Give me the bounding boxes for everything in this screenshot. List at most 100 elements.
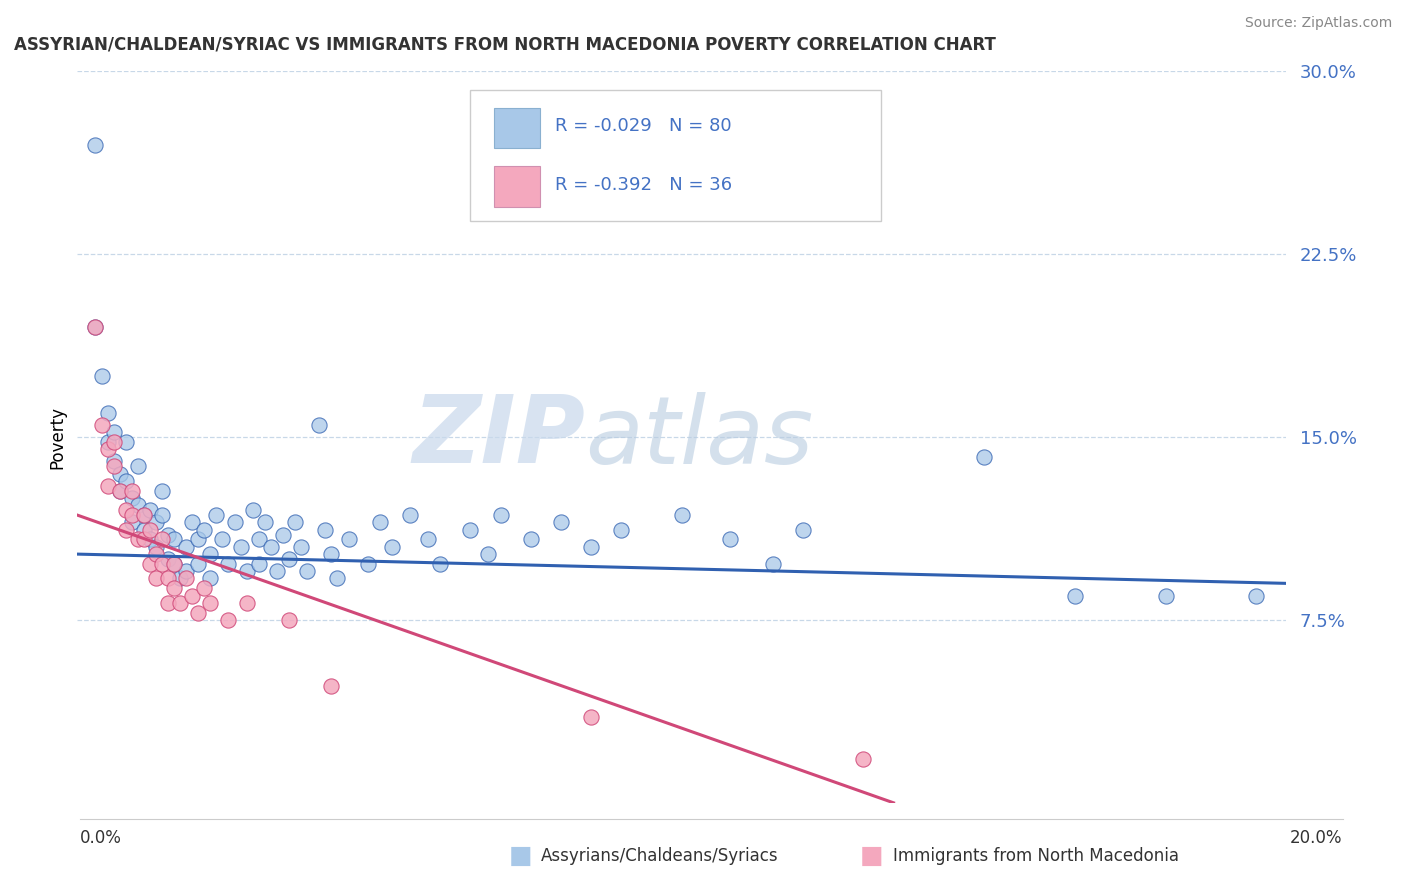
Point xyxy=(399,508,422,522)
Point xyxy=(295,564,318,578)
Point xyxy=(762,557,785,571)
Point xyxy=(150,483,173,498)
Point xyxy=(157,527,180,541)
Point xyxy=(132,533,155,547)
Point xyxy=(278,613,301,627)
Point xyxy=(260,540,283,554)
Point xyxy=(489,508,512,522)
Point xyxy=(671,508,693,522)
Point xyxy=(84,320,107,334)
Point xyxy=(253,516,276,530)
Point xyxy=(416,533,439,547)
Point xyxy=(235,564,257,578)
Point xyxy=(368,516,391,530)
Point xyxy=(127,459,149,474)
Y-axis label: Poverty: Poverty xyxy=(48,406,66,468)
Point xyxy=(132,508,155,522)
Point xyxy=(314,523,336,537)
Point xyxy=(356,557,378,571)
Point xyxy=(290,540,312,554)
Point xyxy=(103,459,125,474)
Point xyxy=(200,572,222,586)
Bar xyxy=(495,108,540,148)
Point xyxy=(145,540,167,554)
Point xyxy=(973,450,995,464)
Point xyxy=(157,572,180,586)
Point xyxy=(610,523,633,537)
Point xyxy=(520,533,543,547)
Point xyxy=(114,474,136,488)
Point xyxy=(132,523,155,537)
Point xyxy=(150,508,173,522)
Text: ■: ■ xyxy=(860,845,883,868)
Text: Immigrants from North Macedonia: Immigrants from North Macedonia xyxy=(893,847,1178,865)
Point xyxy=(163,533,186,547)
Point xyxy=(326,572,349,586)
Point xyxy=(157,596,180,610)
Point xyxy=(193,581,215,595)
Point xyxy=(278,552,301,566)
Point xyxy=(145,547,167,561)
Point xyxy=(114,434,136,449)
Point xyxy=(1154,589,1177,603)
Point xyxy=(103,434,125,449)
Point xyxy=(96,479,118,493)
Text: 0.0%: 0.0% xyxy=(80,829,122,847)
Point xyxy=(174,564,197,578)
Point xyxy=(96,406,118,420)
Point xyxy=(205,508,228,522)
Point xyxy=(200,596,222,610)
Point xyxy=(103,454,125,468)
Point xyxy=(218,557,240,571)
Point xyxy=(174,540,197,554)
Point xyxy=(852,752,875,766)
Point xyxy=(127,533,149,547)
Point xyxy=(108,483,131,498)
Point xyxy=(121,491,143,505)
Point xyxy=(477,547,499,561)
Point xyxy=(163,557,186,571)
Point xyxy=(337,533,360,547)
Point xyxy=(718,533,741,547)
Point xyxy=(145,516,167,530)
Point xyxy=(193,523,215,537)
Point xyxy=(308,417,330,432)
Point xyxy=(200,547,222,561)
Point xyxy=(139,503,162,517)
Point xyxy=(224,516,246,530)
Text: Source: ZipAtlas.com: Source: ZipAtlas.com xyxy=(1244,16,1392,29)
Point xyxy=(96,434,118,449)
Point xyxy=(242,503,264,517)
Point xyxy=(114,523,136,537)
Text: 20.0%: 20.0% xyxy=(1291,829,1343,847)
Point xyxy=(150,533,173,547)
Point xyxy=(229,540,252,554)
Point xyxy=(108,467,131,481)
Point xyxy=(581,540,603,554)
Point xyxy=(139,523,162,537)
Text: R = -0.029   N = 80: R = -0.029 N = 80 xyxy=(555,117,731,136)
Point xyxy=(108,483,131,498)
Point xyxy=(284,516,307,530)
Point xyxy=(187,606,209,620)
Point xyxy=(381,540,404,554)
Text: ZIP: ZIP xyxy=(412,391,585,483)
Point xyxy=(84,320,107,334)
Point xyxy=(321,547,343,561)
Point xyxy=(127,499,149,513)
Point xyxy=(266,564,288,578)
Point xyxy=(429,557,451,571)
Point xyxy=(90,369,112,384)
Text: ■: ■ xyxy=(509,845,531,868)
Point xyxy=(187,557,209,571)
Point xyxy=(1246,589,1268,603)
Text: ASSYRIAN/CHALDEAN/SYRIAC VS IMMIGRANTS FROM NORTH MACEDONIA POVERTY CORRELATION : ASSYRIAN/CHALDEAN/SYRIAC VS IMMIGRANTS F… xyxy=(14,36,995,54)
Point xyxy=(121,483,143,498)
Point xyxy=(150,557,173,571)
Point xyxy=(211,533,233,547)
Point xyxy=(169,596,191,610)
Point xyxy=(321,679,343,693)
Text: Assyrians/Chaldeans/Syriacs: Assyrians/Chaldeans/Syriacs xyxy=(541,847,779,865)
Point xyxy=(121,508,143,522)
Point xyxy=(163,557,186,571)
